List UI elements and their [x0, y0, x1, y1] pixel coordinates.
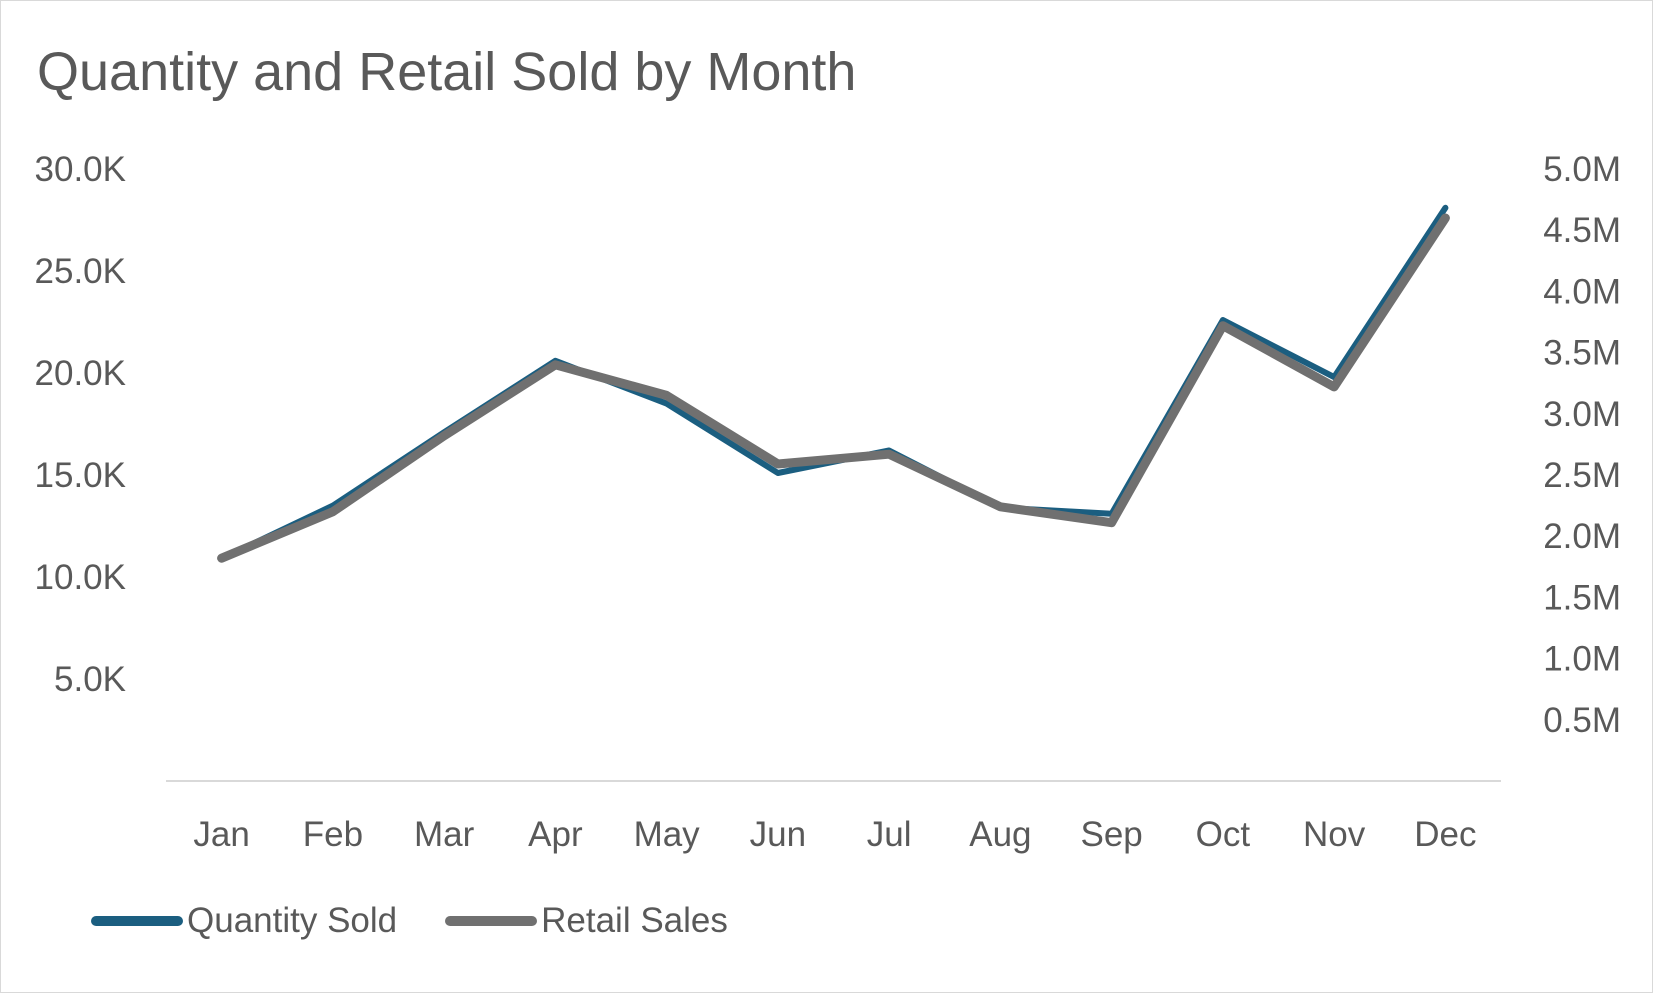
left-tick-label: 5.0K: [54, 660, 126, 699]
right-tick-label: 0.5M: [1543, 701, 1621, 740]
data-point-retail-sales: [221, 557, 223, 559]
left-tick-label: 30.0K: [35, 150, 126, 189]
right-tick-label: 4.5M: [1543, 211, 1621, 250]
data-point-retail-sales: [1333, 386, 1335, 388]
right-tick-label: 3.0M: [1543, 395, 1621, 434]
legend-swatch-quantity-sold: [91, 916, 183, 926]
data-point-quantity-sold: [1222, 319, 1224, 321]
x-tick-label: Mar: [414, 815, 475, 854]
x-tick-label: May: [634, 815, 701, 854]
right-tick-label: 1.0M: [1543, 640, 1621, 679]
data-point-retail-sales: [1111, 522, 1113, 524]
legend-label-quantity-sold: Quantity Sold: [187, 901, 398, 940]
data-point-retail-sales: [999, 506, 1001, 508]
legend-item-retail-sales: Retail Sales: [445, 901, 728, 941]
x-tick-label: Feb: [303, 815, 363, 854]
legend-swatch-retail-sales: [445, 916, 538, 926]
right-tick-label: 5.0M: [1543, 150, 1621, 189]
legend: Quantity Sold Retail Sales: [91, 901, 776, 941]
data-point-quantity-sold: [1333, 376, 1335, 378]
data-point-quantity-sold: [1444, 207, 1446, 209]
right-tick-label: 4.0M: [1543, 272, 1621, 311]
right-tick-label: 3.5M: [1543, 334, 1621, 373]
x-tick-label: Aug: [969, 815, 1031, 854]
x-tick-label: Nov: [1303, 815, 1366, 854]
data-point-retail-sales: [1222, 325, 1224, 327]
data-point-retail-sales: [554, 364, 556, 366]
x-tick-label: Apr: [528, 815, 583, 854]
left-axis: 5.0K 10.0K 15.0K 20.0K 25.0K 30.0K: [35, 150, 126, 699]
x-tick-label: Jun: [750, 815, 806, 854]
x-tick-label: Jan: [193, 815, 249, 854]
legend-item-quantity-sold: Quantity Sold: [91, 901, 397, 941]
series-lines: [217, 204, 1450, 563]
legend-label-retail-sales: Retail Sales: [541, 901, 728, 940]
x-axis: Jan Feb Mar Apr May Jun Jul Aug Sep Oct Nov Dec: [193, 815, 1476, 854]
left-tick-label: 20.0K: [35, 354, 126, 393]
x-tick-label: Dec: [1414, 815, 1476, 854]
data-point-quantity-sold: [666, 403, 668, 405]
data-point-quantity-sold: [332, 505, 334, 507]
chart-title: Quantity and Retail Sold by Month: [37, 42, 857, 102]
x-tick-label: Sep: [1080, 815, 1142, 854]
right-tick-label: 2.0M: [1543, 517, 1621, 556]
data-point-retail-sales: [888, 453, 890, 455]
x-tick-label: Jul: [867, 815, 912, 854]
series-line-quantity-sold: [218, 204, 1449, 562]
data-point-retail-sales: [1444, 217, 1446, 219]
data-point-retail-sales: [666, 394, 668, 396]
right-axis: 0.5M 1.0M 1.5M 2.0M 2.5M 3.0M 3.5M 4.0M 4.5M 5.0M: [1543, 150, 1621, 740]
data-point-retail-sales: [443, 435, 445, 437]
left-tick-label: 15.0K: [35, 456, 126, 495]
left-tick-label: 25.0K: [35, 252, 126, 291]
data-point-retail-sales: [332, 511, 334, 513]
right-tick-label: 1.5M: [1543, 578, 1621, 617]
x-tick-label: Oct: [1196, 815, 1251, 854]
right-tick-label: 2.5M: [1543, 456, 1621, 495]
series-line-retail-sales: [217, 213, 1450, 563]
data-point-retail-sales: [777, 463, 779, 465]
left-tick-label: 10.0K: [35, 558, 126, 597]
data-point-quantity-sold: [777, 472, 779, 474]
